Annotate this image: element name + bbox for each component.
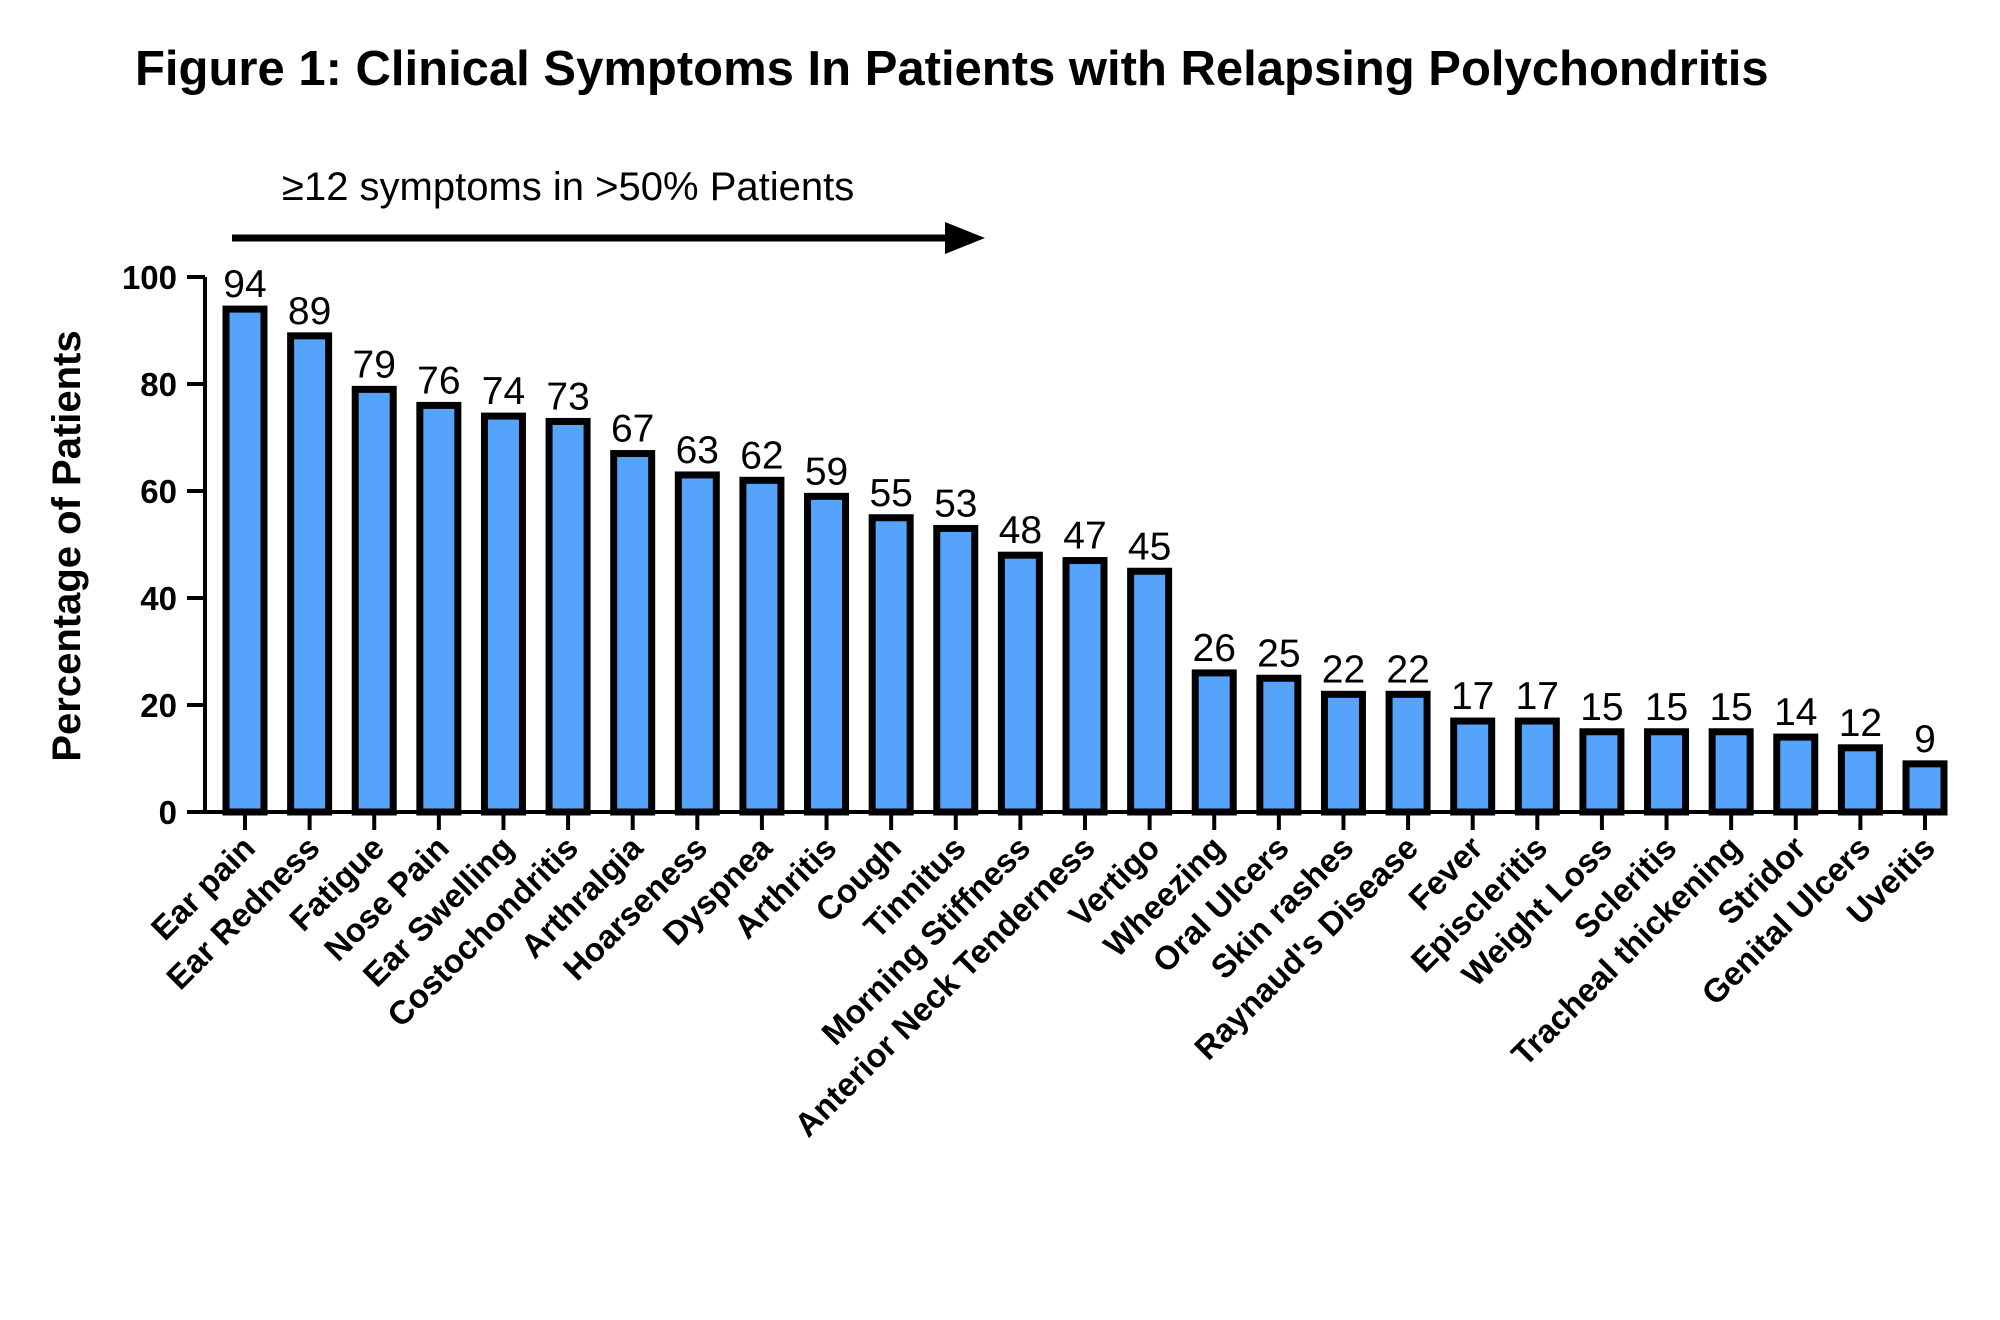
y-tick-label: 20 [140,687,177,724]
data-label: 67 [611,408,654,451]
bars-group: 94 89 79 76 74 73 67 63 62 59 55 53 48 47 45 26 25 22 22 17… [222,263,1948,816]
data-label: 9 [1914,718,1936,761]
data-label: 62 [740,434,783,477]
data-label: 47 [1063,515,1106,558]
data-label: 74 [482,370,525,413]
bar [1191,669,1237,816]
bar [351,385,397,816]
bar [1514,717,1560,816]
y-tick-label: 100 [122,259,177,296]
data-label: 14 [1774,691,1817,734]
data-label: 12 [1839,702,1882,745]
data-label: 22 [1322,648,1365,691]
bar [868,514,914,816]
data-label: 94 [223,263,266,306]
bar [1127,567,1173,816]
data-label: 48 [999,509,1042,552]
data-label: 63 [676,429,719,472]
data-label: 15 [1709,686,1752,729]
data-label: 26 [1193,627,1236,670]
bar [416,401,462,816]
bar [480,412,526,816]
bar [1320,690,1366,816]
annotation-arrow-head [945,222,985,254]
bar [1902,760,1948,816]
bar [1708,728,1754,816]
bar [1450,717,1496,816]
data-label: 76 [417,359,460,402]
bar [610,450,656,816]
bar [933,524,979,816]
bar [545,417,591,816]
data-label: 53 [934,482,977,525]
y-tick-label: 60 [140,473,177,510]
bar [1256,674,1302,816]
chart-title: Figure 1: Clinical Symptoms In Patients … [135,42,1769,96]
data-label: 17 [1516,675,1559,718]
bar [287,332,333,816]
bar [804,492,850,816]
data-label: 59 [805,450,848,493]
data-label: 15 [1645,686,1688,729]
bar [1773,733,1819,816]
bar [739,476,785,816]
y-axis-label: Percentage of Patients [45,330,89,761]
bar [222,305,268,816]
data-label: 79 [353,343,396,386]
annotation-arrow [232,222,985,254]
data-label: 25 [1257,632,1300,675]
bar [1837,744,1883,816]
y-tick-label: 40 [140,580,177,617]
data-label: 45 [1128,525,1171,568]
y-tick-label: 80 [140,366,177,403]
bar [1579,728,1625,816]
data-label: 15 [1580,686,1623,729]
data-label: 73 [546,375,589,418]
bar [1644,728,1690,816]
y-axis: 0 20 40 60 80 100 [122,259,207,831]
data-label: 17 [1451,675,1494,718]
bar [1385,690,1431,816]
bar [674,471,720,816]
data-label: 22 [1386,648,1429,691]
data-label: 89 [288,290,331,333]
y-tick-label: 0 [159,794,177,831]
bar [1062,557,1108,816]
chart-annotation: ≥12 symptoms in >50% Patients [282,165,854,209]
bar [997,551,1043,816]
data-label: 55 [869,472,912,515]
